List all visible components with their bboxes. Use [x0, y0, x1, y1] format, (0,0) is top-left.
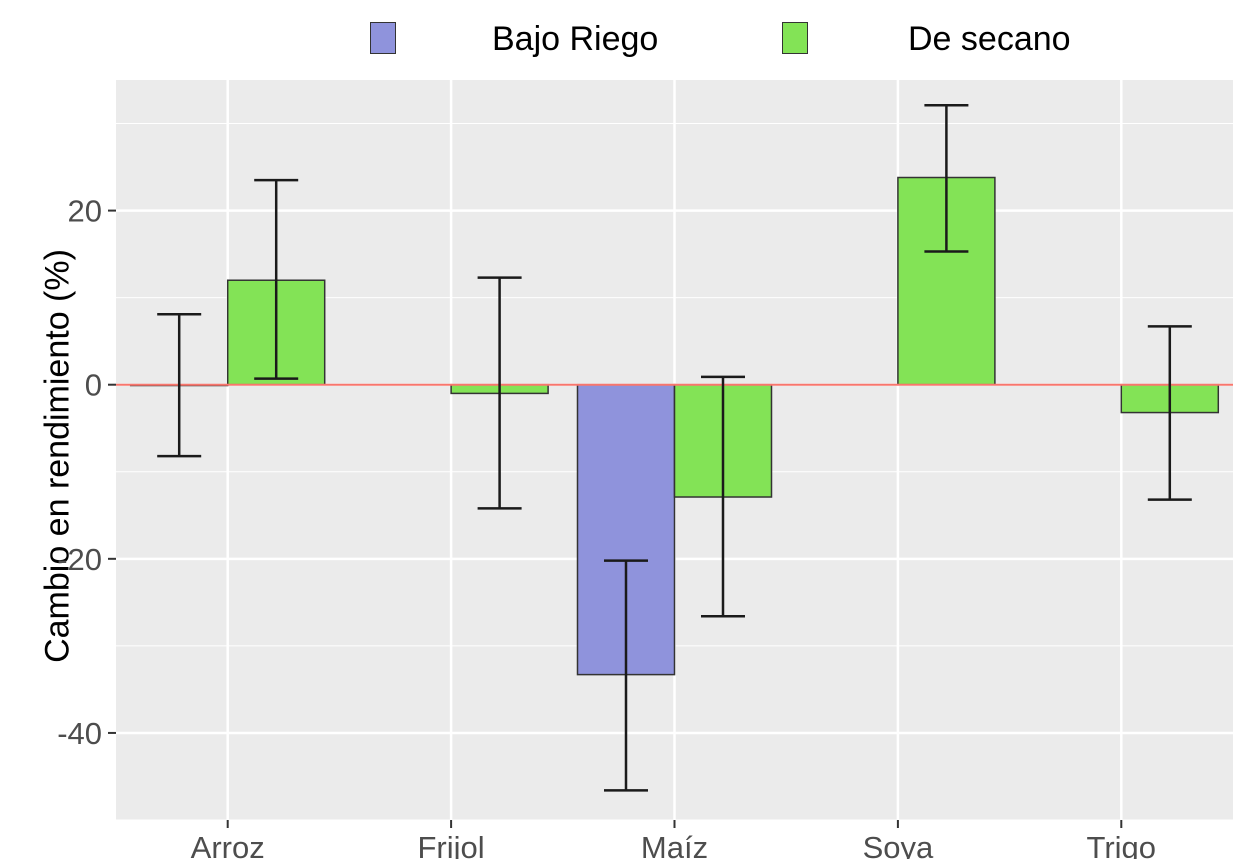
- y-tick-label: 0: [85, 368, 102, 403]
- x-tick-label: Trigo: [1087, 830, 1156, 859]
- error-bar-de-secano-trigo: [1147, 325, 1192, 501]
- error-bar-de-secano-arroz: [254, 178, 299, 380]
- legend-key-bajo-riego: [370, 22, 396, 54]
- x-tick-label: Soya: [863, 830, 934, 859]
- error-bars: [157, 103, 1192, 792]
- y-axis-ticks: 20 0 -20 -40: [57, 194, 116, 751]
- y-tick-label: -20: [57, 542, 102, 577]
- y-tick-label: -40: [57, 716, 102, 751]
- x-axis-ticks: Arroz Frijol Maíz Soya Trigo: [191, 820, 1156, 859]
- error-bar-de-secano-frijol: [477, 276, 522, 510]
- legend-key-de-secano: [782, 22, 808, 54]
- legend: Bajo Riego De secano: [0, 8, 1233, 68]
- legend-label-de-secano: De secano: [908, 20, 1071, 58]
- legend-label-bajo-riego: Bajo Riego: [492, 20, 659, 58]
- x-tick-label: Frijol: [418, 830, 485, 859]
- y-tick-label: 20: [68, 194, 102, 229]
- x-tick-label: Maíz: [641, 830, 708, 859]
- error-bar-bajo-riego-maíz: [604, 559, 648, 792]
- x-tick-label: Arroz: [191, 830, 265, 859]
- error-bar-de-secano-maíz: [701, 375, 745, 618]
- error-bar-de-secano-soya: [924, 103, 969, 253]
- error-bar-bajo-riego-arroz: [157, 312, 202, 458]
